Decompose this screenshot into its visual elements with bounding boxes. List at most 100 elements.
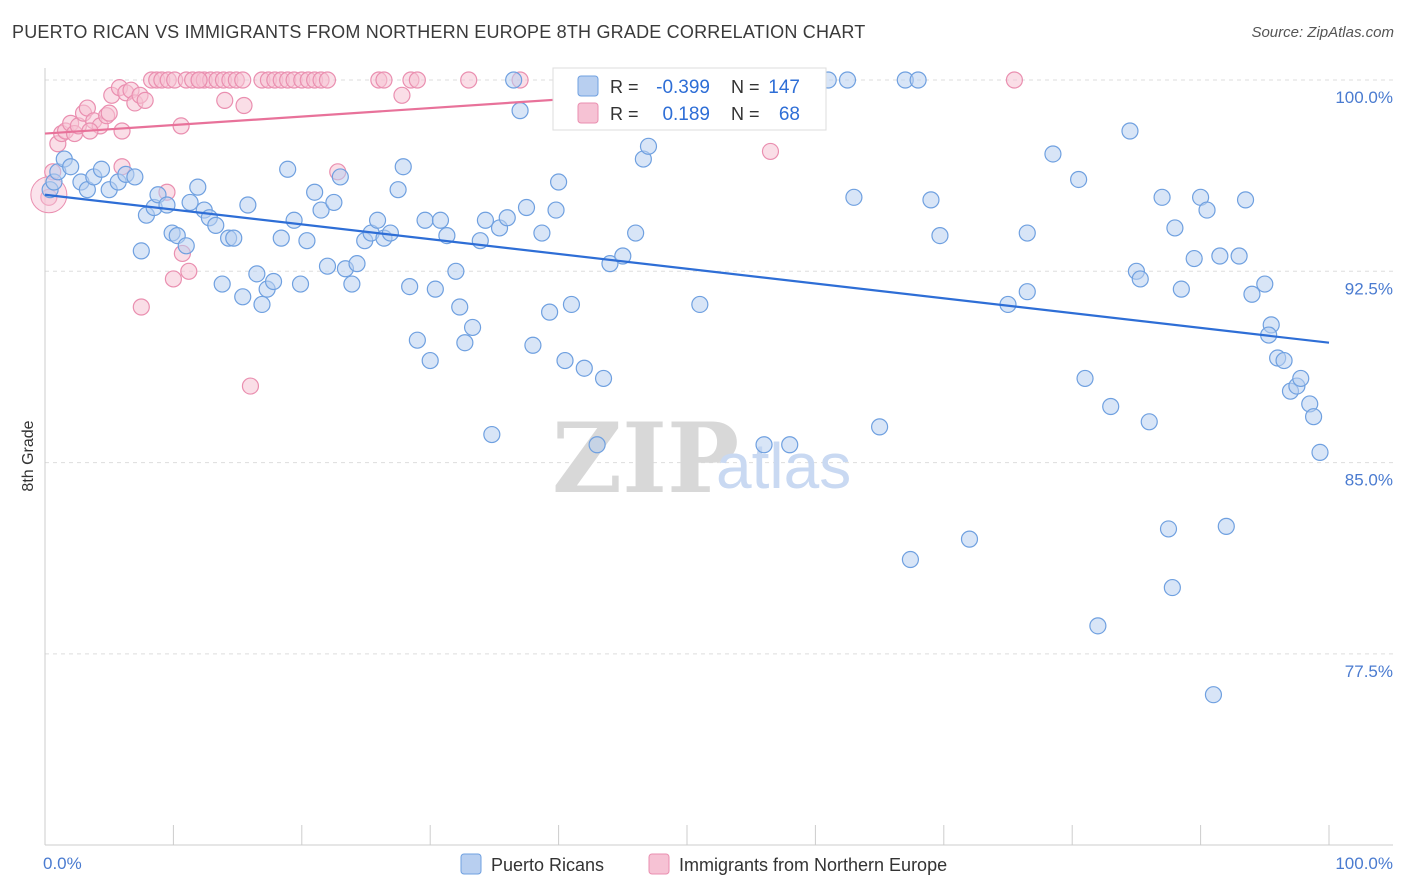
pink-point [180, 262, 198, 280]
blue-point [505, 71, 523, 89]
blue-point [1204, 686, 1223, 704]
blue-point [1018, 224, 1036, 242]
y-tick-label: 85.0% [1345, 471, 1393, 490]
blue-point [207, 216, 225, 234]
blue-point [394, 158, 412, 176]
pink-point [216, 91, 234, 110]
blue-point [1185, 249, 1203, 268]
blue-point [1230, 247, 1248, 265]
blue-point [1159, 520, 1178, 538]
blue-point [298, 232, 316, 250]
blue-point [177, 237, 195, 255]
blue-point [498, 209, 516, 227]
blue-point [1243, 285, 1261, 303]
blue-point [272, 229, 290, 247]
blue-point [1211, 247, 1229, 265]
blue-point [225, 229, 243, 247]
blue-point [1163, 578, 1181, 597]
blue-point [306, 183, 324, 201]
blue-point [1076, 369, 1094, 388]
blue-point [1217, 517, 1235, 535]
x-ticks [44, 825, 1330, 845]
stats-pink-r-label: R = [610, 104, 639, 124]
blue-point [1018, 283, 1036, 301]
blue-point [343, 275, 361, 293]
blue-point [234, 288, 252, 306]
watermark: ZIP atlas [552, 402, 851, 515]
stats-blue-swatch [577, 75, 599, 97]
blue-point [594, 369, 613, 388]
blue-point [845, 188, 863, 206]
blue-point [931, 226, 949, 245]
blue-point [691, 295, 709, 314]
blue-point [132, 242, 150, 260]
blue-series-points [41, 71, 1329, 704]
stats-pink-n-label: N = [731, 104, 760, 124]
legend-swatch-blue [460, 853, 482, 875]
gridlines [45, 79, 1393, 655]
blue-point [264, 272, 283, 291]
pink-point [132, 298, 150, 316]
x-tick-label-start: 0.0% [43, 854, 82, 873]
blue-point [1089, 617, 1107, 635]
blue-point [556, 351, 574, 370]
blue-point [781, 436, 799, 454]
blue-point [960, 530, 979, 548]
pink-point [761, 142, 780, 161]
blue-point [1102, 397, 1120, 416]
blue-point [285, 211, 303, 229]
blue-point [533, 224, 551, 242]
blue-point [1198, 201, 1216, 219]
blue-point [562, 295, 581, 314]
stats-box: R = -0.399 N = 147 R = 0.189 N = 68 [552, 67, 827, 131]
blue-point [408, 331, 426, 349]
pink-point [136, 91, 154, 110]
blue-point [755, 436, 773, 454]
blue-trendline [44, 193, 1330, 344]
blue-point [483, 425, 501, 444]
y-axis-label: 8th Grade [20, 420, 37, 491]
blue-point [239, 196, 257, 214]
stats-blue-n-label: N = [731, 77, 760, 97]
blue-point [588, 436, 606, 454]
blue-point [1256, 275, 1274, 293]
blue-point [870, 418, 889, 436]
blue-point [1121, 122, 1139, 140]
blue-point [318, 257, 337, 275]
blue-point [517, 198, 536, 217]
pink-point [164, 270, 182, 288]
blue-point [248, 265, 266, 283]
blue-point [279, 160, 297, 178]
blue-point [1166, 219, 1184, 237]
blue-point [181, 193, 199, 212]
blue-point [62, 158, 80, 176]
blue-point [1153, 188, 1171, 206]
blue-point [909, 71, 927, 89]
x-tick-label-end: 100.0% [1335, 854, 1393, 873]
blue-point [1275, 351, 1293, 370]
legend: Puerto Ricans Immigrants from Northern E… [460, 853, 947, 875]
blue-point [416, 211, 434, 229]
y-tick-label: 92.5% [1345, 279, 1393, 298]
stats-blue-r-label: R = [610, 77, 639, 97]
y-tick-labels: 100.0% 92.5% 85.0% 77.5% [1335, 88, 1393, 681]
blue-point [92, 160, 111, 178]
chart-title: PUERTO RICAN VS IMMIGRANTS FROM NORTHERN… [12, 22, 866, 42]
pink-point [375, 71, 393, 89]
pink-point [113, 122, 131, 140]
blue-point [547, 201, 565, 219]
blue-point [291, 275, 310, 293]
blue-point [253, 295, 271, 314]
pink-point [318, 71, 337, 89]
blue-point [838, 71, 857, 89]
blue-point [189, 178, 207, 196]
pink-point [190, 71, 208, 89]
pink-point [100, 104, 118, 122]
blue-point [126, 168, 144, 186]
blue-point [1140, 413, 1158, 431]
y-tick-label: 77.5% [1345, 662, 1393, 681]
pink-point [241, 377, 260, 395]
blue-point [401, 278, 419, 296]
pink-point [393, 86, 411, 104]
